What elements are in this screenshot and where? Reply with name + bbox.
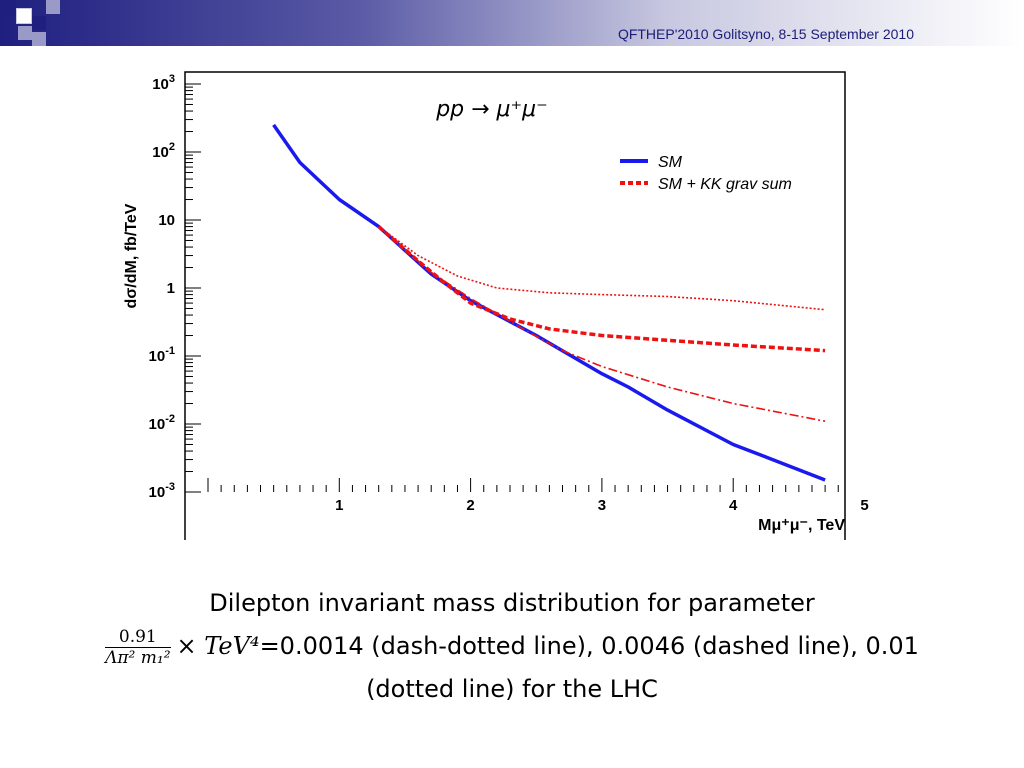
caption-line2: 0.91 Λπ² m₁² × TeV⁴=0.0014 (dash-dotted … [40, 625, 984, 668]
y-tick-label: 10-1 [149, 345, 175, 365]
y-tick-label: 10-3 [149, 481, 175, 501]
x-tick-label: 5 [860, 497, 868, 514]
tick-marks: 1 2 3 4 5 10-3 10-2 10-1 1 10 102 103 [149, 73, 869, 514]
x-tick-label: 4 [729, 497, 738, 514]
plot-frame [184, 71, 846, 540]
y-tick-label: 1 [167, 280, 175, 297]
legend-label-kk: SM + KK grav sum [658, 176, 792, 193]
x-axis-label: Mμ⁺μ⁻, TeV [758, 517, 845, 534]
caption: Dilepton invariant mass distribution for… [40, 582, 984, 711]
chart: 1 2 3 4 5 10-3 10-2 10-1 1 10 102 103 pp → μ⁺μ⁻ dσ/… [123, 71, 869, 540]
caption-times: × TeV⁴ [176, 632, 260, 660]
series-line-dashed [377, 225, 826, 353]
x-tick-label: 3 [598, 497, 606, 514]
legend-label-sm: SM [658, 154, 683, 171]
header-title: QFTHEP'2010 Golitsyno, 8-15 September 20… [617, 26, 914, 42]
header-bar [0, 0, 1024, 46]
y-axis-label: dσ/dM, fb/TeV [123, 203, 140, 308]
caption-line1: Dilepton invariant mass distribution for… [209, 589, 815, 617]
caption-line2-rest: =0.0014 (dash-dotted line), 0.0046 (dash… [259, 632, 919, 660]
series-line-dash-dot [378, 225, 826, 422]
y-tick-label: 103 [152, 73, 175, 93]
x-tick-label: 1 [335, 497, 343, 514]
y-tick-label: 10-2 [149, 413, 175, 433]
x-tick-label: 2 [466, 497, 474, 514]
y-tick-label: 102 [152, 141, 175, 161]
caption-fraction: 0.91 Λπ² m₁² [105, 626, 171, 668]
legend: SM SM + KK grav sum [620, 154, 792, 193]
series-group [272, 123, 826, 482]
series-line-dotted [378, 225, 826, 311]
caption-line3: (dotted line) for the LHC [366, 675, 658, 703]
y-tick-label: 10 [158, 212, 175, 229]
chart-title: pp → μ⁺μ⁻ [435, 97, 548, 122]
